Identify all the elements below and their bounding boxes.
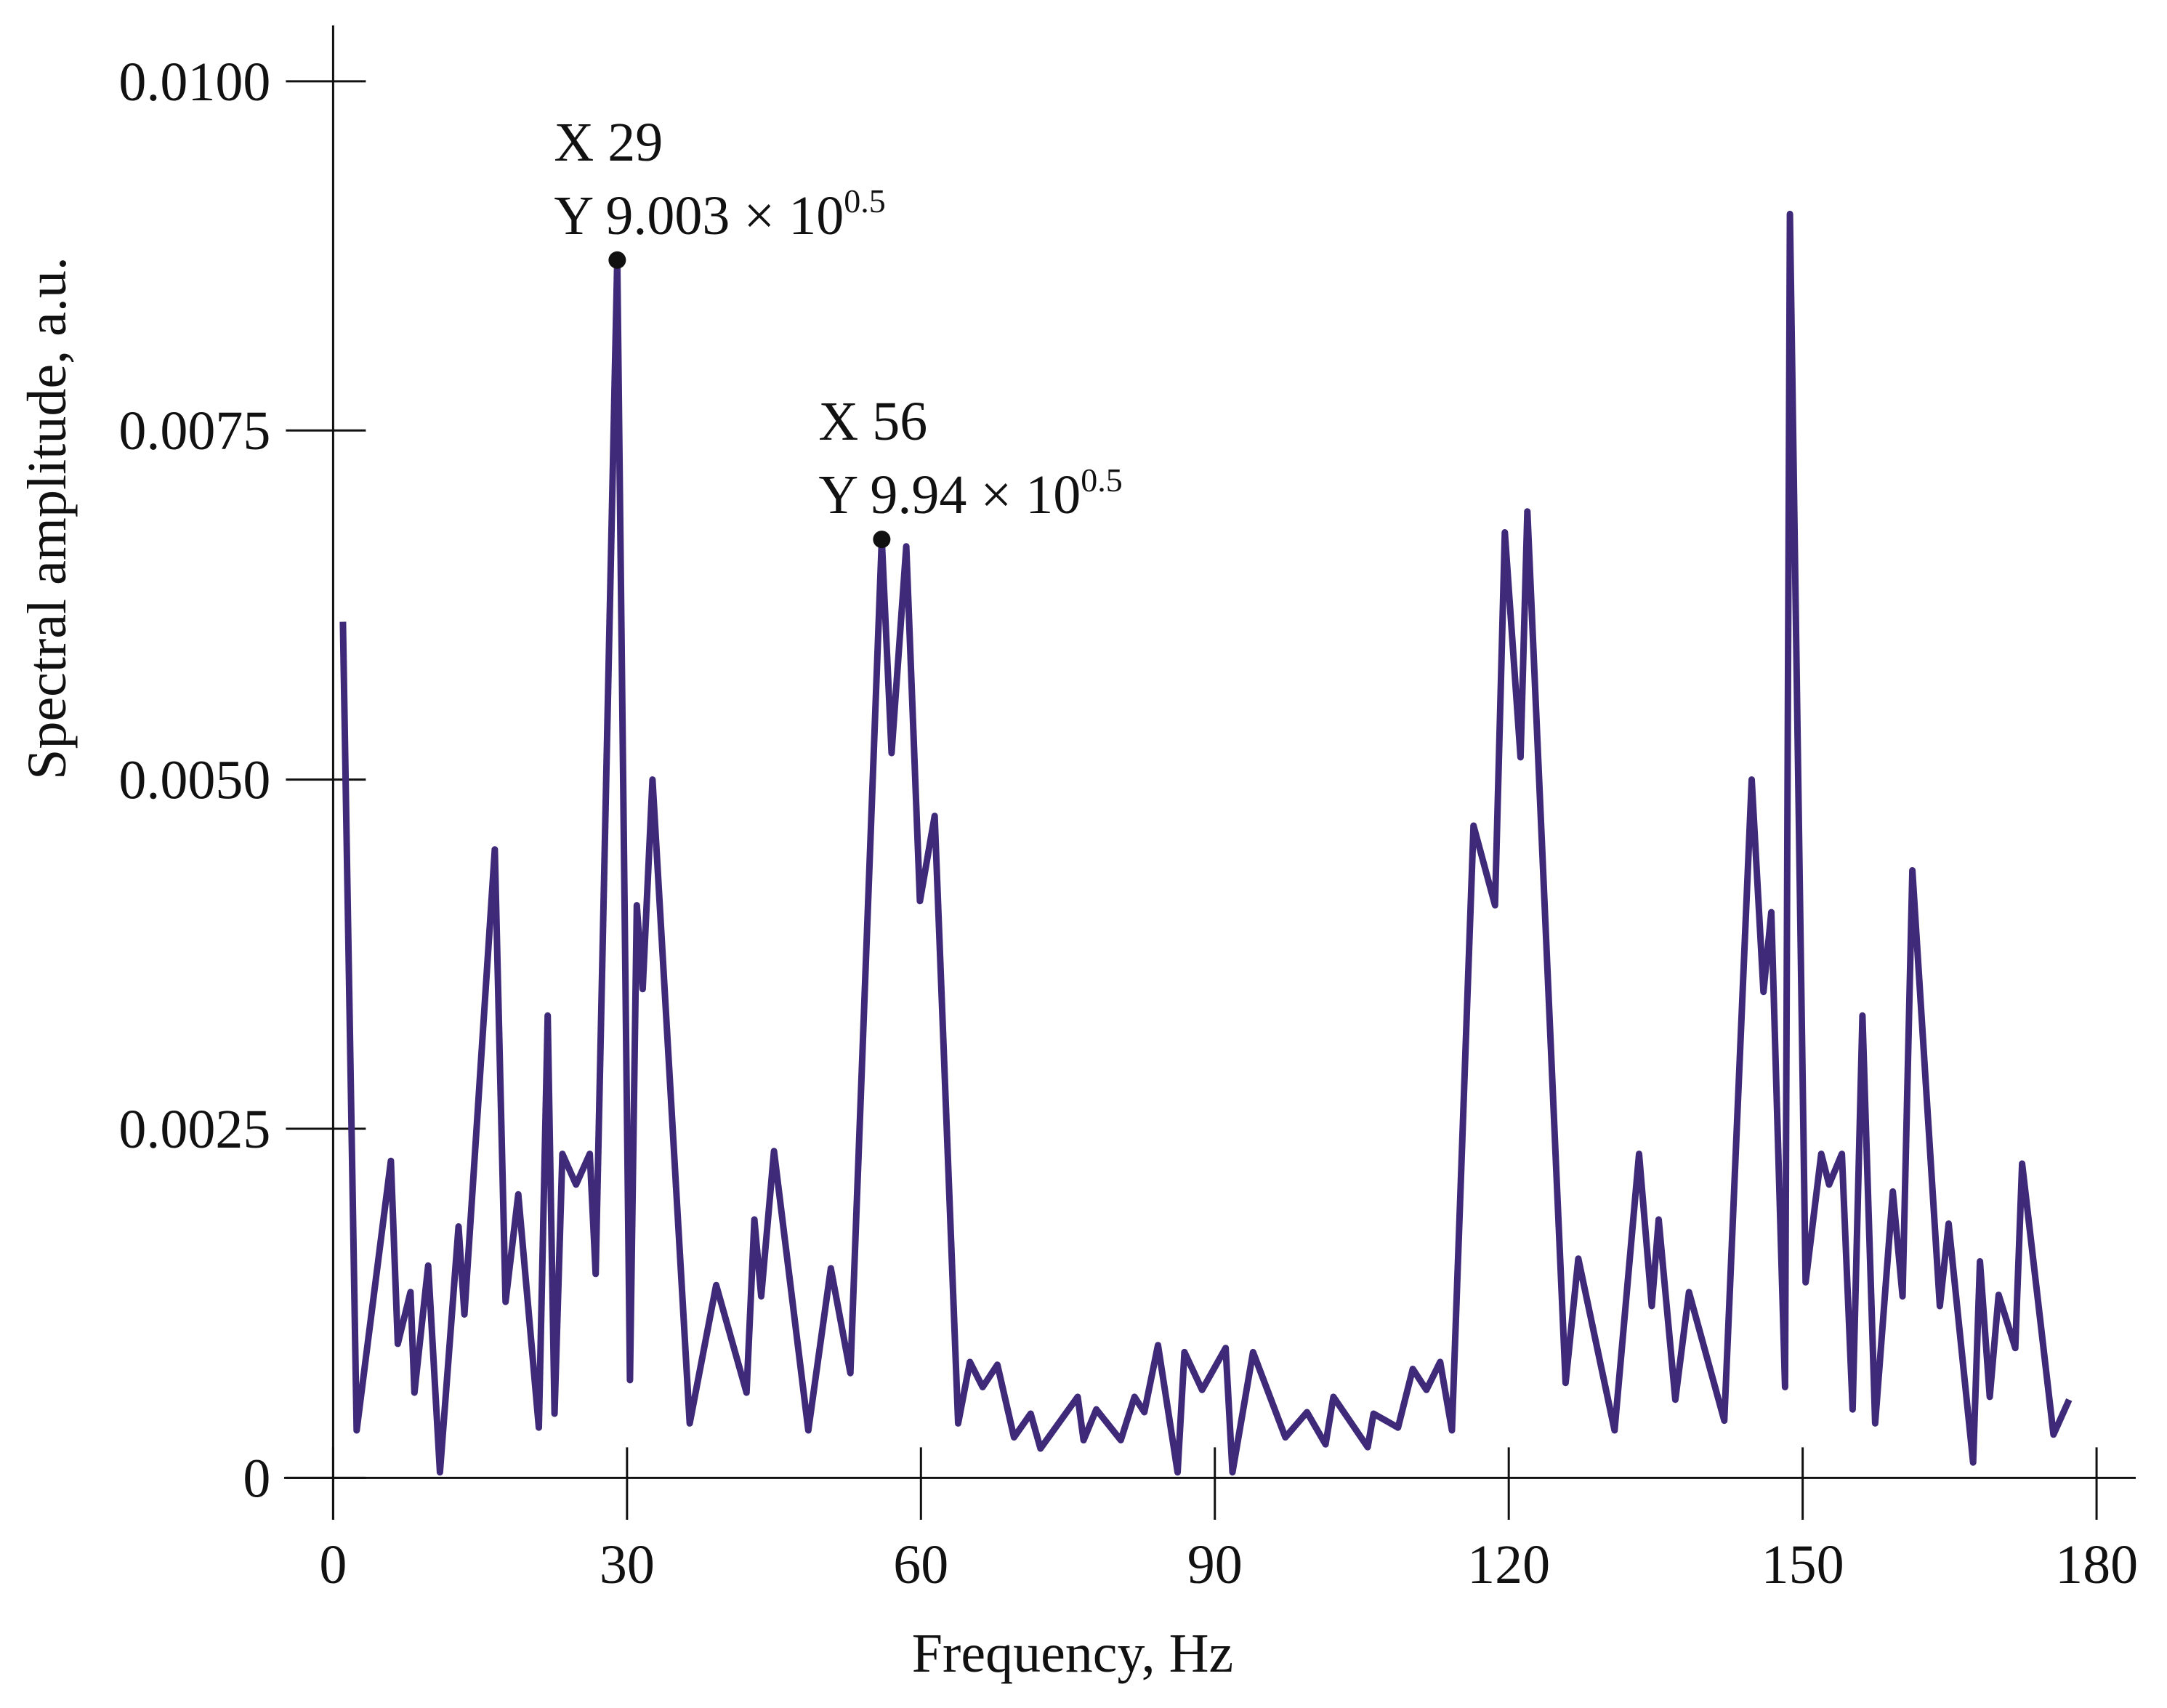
- series-line: [339, 210, 2073, 1476]
- x-tick-label: 120: [1467, 1534, 1550, 1595]
- y-tick-label: 0: [243, 1448, 270, 1509]
- annotation-y-exponent: 0.5: [1081, 462, 1123, 499]
- annotation-y-base: Y 9.94 × 10: [818, 464, 1081, 525]
- x-tick-label: 150: [1762, 1534, 1844, 1595]
- annotation-marker: [873, 531, 891, 549]
- x-tick-label: 60: [893, 1534, 948, 1595]
- y-tick-label: 0.0050: [118, 750, 270, 811]
- annotation-x: X 56: [818, 391, 927, 452]
- annotation-y: Y 9.94 × 100.5: [818, 462, 1122, 525]
- y-tick-label: 0.0100: [118, 52, 270, 113]
- annotation-y: Y 9.003 × 100.5: [554, 182, 885, 246]
- x-axis-label: Frequency, Hz: [912, 1623, 1233, 1684]
- y-tick-label: 0.0075: [118, 400, 270, 462]
- x-tick-label: 180: [2055, 1534, 2138, 1595]
- x-tick-label: 30: [600, 1534, 655, 1595]
- annotation-marker: [608, 251, 626, 269]
- x-tick-label: 90: [1187, 1534, 1243, 1595]
- y-axis-label: Spectral amplitude, a.u.: [17, 257, 78, 780]
- y-tick-label: 0.0025: [118, 1099, 270, 1160]
- annotation-y-exponent: 0.5: [844, 182, 886, 219]
- annotation-y-base: Y 9.003 × 10: [554, 185, 844, 246]
- annotation-x: X 29: [554, 112, 663, 173]
- x-tick-label: 0: [319, 1534, 347, 1595]
